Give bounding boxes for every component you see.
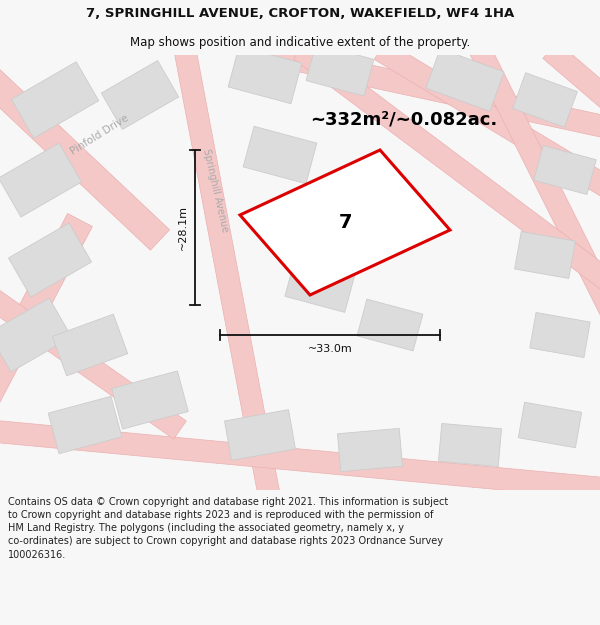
Polygon shape (512, 72, 577, 127)
Polygon shape (317, 174, 383, 226)
Polygon shape (11, 62, 99, 138)
Polygon shape (534, 146, 596, 194)
Polygon shape (0, 298, 71, 372)
Polygon shape (293, 41, 600, 299)
Polygon shape (8, 223, 92, 297)
Text: Map shows position and indicative extent of the property.: Map shows position and indicative extent… (130, 36, 470, 49)
Text: ~33.0m: ~33.0m (308, 344, 352, 354)
Polygon shape (337, 428, 403, 472)
Polygon shape (112, 371, 188, 429)
Polygon shape (174, 48, 281, 502)
Polygon shape (48, 396, 122, 454)
Polygon shape (515, 231, 575, 279)
Polygon shape (543, 42, 600, 118)
Polygon shape (470, 45, 600, 335)
Text: Pinfold Drive: Pinfold Drive (69, 113, 131, 157)
Polygon shape (0, 214, 92, 416)
Polygon shape (285, 258, 355, 312)
Polygon shape (0, 419, 600, 501)
Polygon shape (243, 126, 317, 184)
Text: ~28.1m: ~28.1m (178, 205, 188, 250)
Text: ~332m²/~0.082ac.: ~332m²/~0.082ac. (310, 111, 497, 129)
Polygon shape (518, 402, 581, 448)
Polygon shape (374, 41, 600, 204)
Polygon shape (101, 61, 179, 129)
Polygon shape (52, 314, 128, 376)
Text: 7: 7 (338, 213, 352, 232)
Text: 7, SPRINGHILL AVENUE, CROFTON, WAKEFIELD, WF4 1HA: 7, SPRINGHILL AVENUE, CROFTON, WAKEFIELD… (86, 8, 514, 20)
Text: Springhill Avenue: Springhill Avenue (200, 148, 229, 232)
Polygon shape (426, 49, 504, 111)
Polygon shape (224, 409, 295, 461)
Polygon shape (0, 281, 187, 439)
Polygon shape (306, 44, 374, 96)
Polygon shape (530, 312, 590, 358)
Polygon shape (0, 60, 170, 250)
Polygon shape (439, 424, 502, 466)
Polygon shape (228, 46, 302, 104)
Polygon shape (0, 143, 82, 217)
Polygon shape (357, 299, 423, 351)
Text: Contains OS data © Crown copyright and database right 2021. This information is : Contains OS data © Crown copyright and d… (8, 497, 448, 559)
Polygon shape (248, 39, 600, 141)
Polygon shape (240, 150, 450, 295)
